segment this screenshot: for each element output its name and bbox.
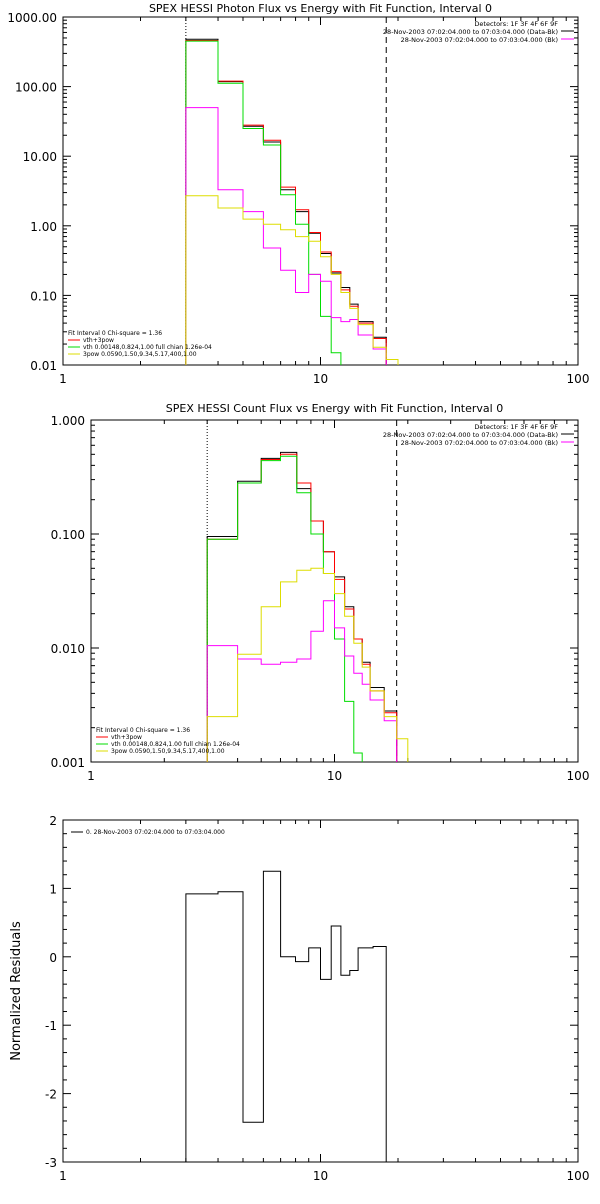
legend-entry: Fit Interval 0 Chi-square = 1.36 bbox=[96, 727, 190, 734]
x-tick-label: 10 bbox=[313, 1169, 328, 1183]
series-0-step-line bbox=[206, 451, 398, 762]
y-tick-label: -2 bbox=[45, 1088, 57, 1102]
y-tick-label: 1.00 bbox=[30, 220, 57, 234]
y-tick-label: 0.01 bbox=[30, 359, 57, 373]
legend-entry: 0. 28-Nov-2003 07:02:04.000 to 07:03:04.… bbox=[86, 829, 225, 836]
series-2-step-line bbox=[185, 40, 342, 365]
x-tick-label: 1 bbox=[59, 1169, 67, 1183]
legend-entry: Fit Interval 0 Chi-square = 1.36 bbox=[68, 330, 162, 337]
series-1-step-line bbox=[185, 40, 387, 365]
y-tick-label: 1.000 bbox=[51, 414, 85, 428]
series-2-step-line bbox=[206, 455, 363, 762]
info-line: 28-Nov-2003 07:02:04.000 to 07:03:04.000… bbox=[383, 28, 558, 36]
x-tick-label: 100 bbox=[567, 372, 590, 386]
y-tick-label: 2 bbox=[49, 814, 57, 828]
series-0-step-line bbox=[185, 870, 387, 1162]
info-line: 28-Nov-2003 07:02:04.000 to 07:03:04.000… bbox=[401, 36, 558, 44]
y-tick-label: 0.100 bbox=[51, 528, 85, 542]
y-tick-label: 0.001 bbox=[51, 756, 85, 770]
y-tick-label: 1000.00 bbox=[7, 11, 57, 25]
legend-entry: vth+3pow bbox=[83, 337, 114, 344]
y-tick-label: 10.00 bbox=[23, 150, 57, 164]
y-tick-label: 0 bbox=[49, 951, 57, 965]
legend-entry: vth 0.00148,0.824,1.00 full chian 1.26e-… bbox=[111, 741, 240, 748]
y-tick-label: 0.10 bbox=[30, 289, 57, 303]
x-tick-label: 100 bbox=[567, 769, 590, 783]
info-line: 28-Nov-2003 07:02:04.000 to 07:03:04.000… bbox=[401, 439, 558, 447]
x-tick-label: 10 bbox=[313, 372, 328, 386]
y-axis-label: Normalized Residuals bbox=[9, 921, 24, 1061]
chart-title: SPEX HESSI Count Flux vs Energy with Fit… bbox=[166, 402, 503, 415]
y-tick-label: 1 bbox=[49, 882, 57, 896]
plot-frame bbox=[62, 819, 579, 1163]
y-tick-label: 100.00 bbox=[15, 81, 57, 95]
series-3-step-line bbox=[206, 600, 398, 762]
y-tick-label: -3 bbox=[45, 1156, 57, 1170]
x-tick-label: 10 bbox=[327, 769, 342, 783]
chart-title: SPEX HESSI Photon Flux vs Energy with Fi… bbox=[149, 2, 492, 15]
x-tick-label: 1 bbox=[59, 372, 67, 386]
y-tick-label: -1 bbox=[45, 1019, 57, 1033]
legend-entry: vth 0.00148,0.824,1.00 full chian 1.26e-… bbox=[83, 344, 212, 351]
info-line: 28-Nov-2003 07:02:04.000 to 07:03:04.000… bbox=[383, 431, 558, 439]
legend-entry: 3pow 0.0590,1.50,9.34,5.17,400,1.00 bbox=[111, 748, 225, 755]
x-tick-label: 100 bbox=[567, 1169, 590, 1183]
series-4-step-line bbox=[206, 567, 409, 762]
legend-entry: 3pow 0.0590,1.50,9.34,5.17,400,1.00 bbox=[83, 351, 197, 358]
series-0-step-line bbox=[185, 38, 387, 365]
info-line: Detectors: 1F 3F 4F 6F 9F bbox=[474, 20, 558, 28]
y-tick-label: 0.010 bbox=[51, 642, 85, 656]
x-tick-label: 1 bbox=[87, 769, 95, 783]
series-3-step-line bbox=[185, 107, 387, 365]
legend-entry: vth+3pow bbox=[111, 734, 142, 741]
series-1-step-line bbox=[206, 453, 398, 762]
info-line: Detectors: 1F 3F 4F 6F 9F bbox=[474, 423, 558, 431]
series-4-step-line bbox=[185, 195, 399, 365]
